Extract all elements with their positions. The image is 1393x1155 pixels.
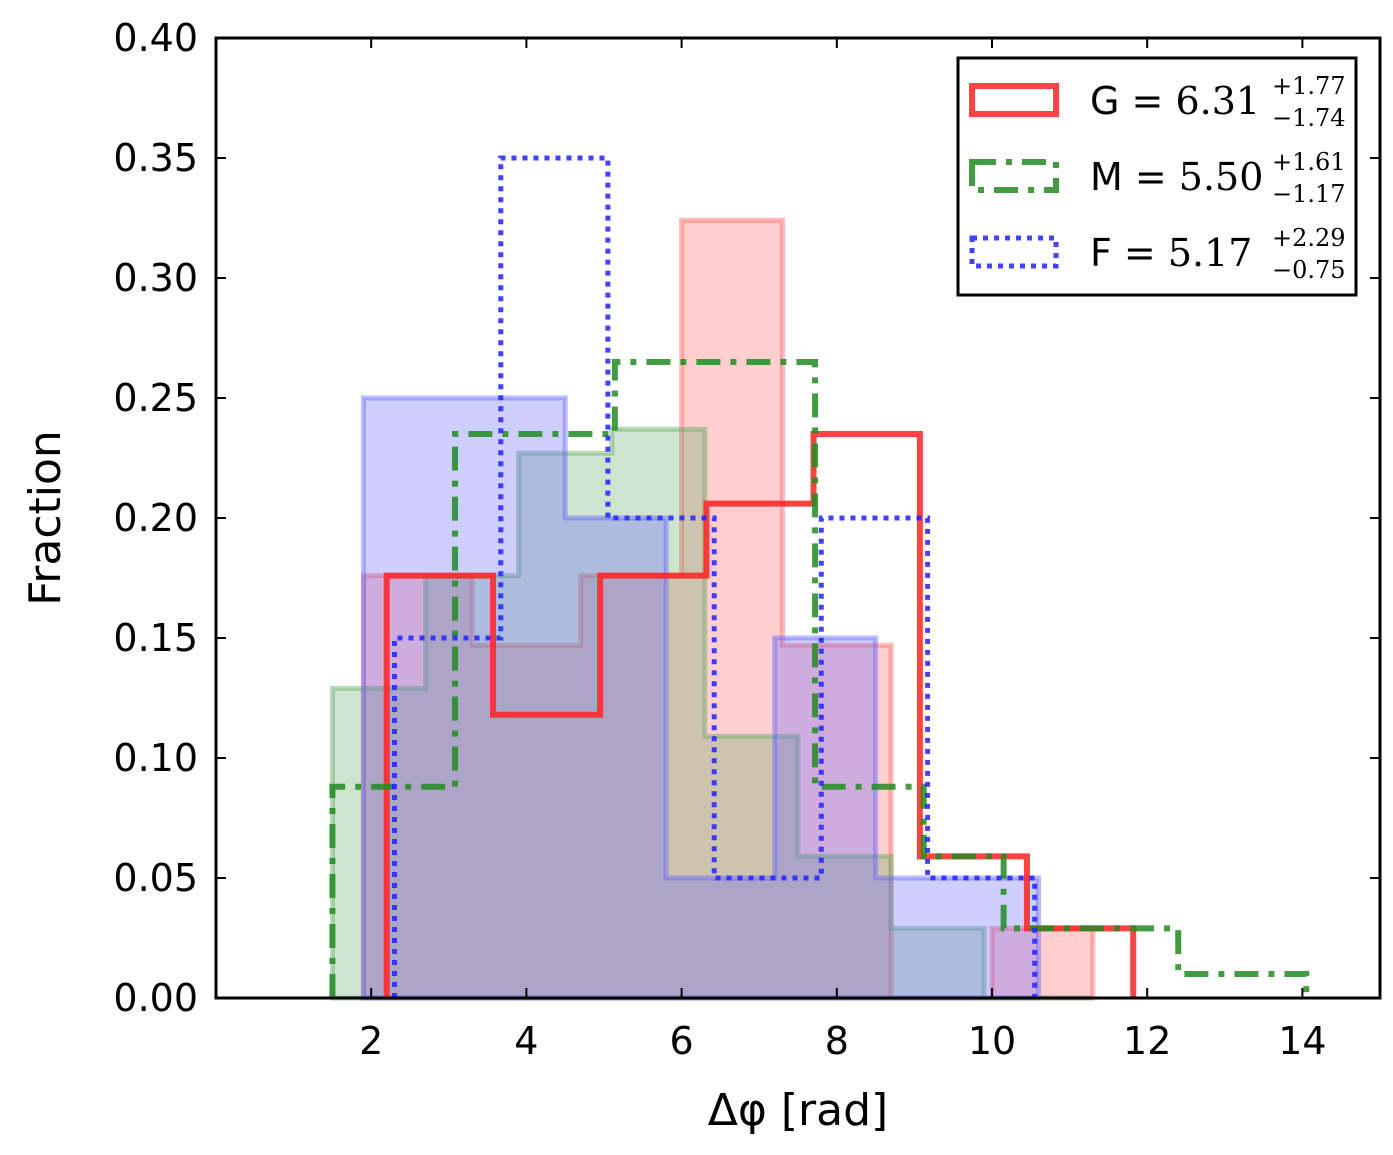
- legend-swatch-f: [969, 235, 1059, 269]
- x-axis-label: Δφ [rad]: [708, 1085, 888, 1136]
- m-filled-filled-histogram: [329, 426, 1093, 1001]
- y-tick-label: 0.25: [113, 376, 198, 420]
- axis-ticks: [216, 37, 1380, 999]
- series-f-step: [391, 155, 1038, 998]
- y-tick-label: 0.15: [113, 616, 198, 660]
- x-tick-label: 10: [968, 1019, 1016, 1063]
- legend-label-f: F = 5.17: [1090, 231, 1252, 275]
- legend-median: 5.17: [1168, 231, 1253, 275]
- x-tick-label: 4: [514, 1019, 538, 1063]
- legend: G = 6.31 +1.77 −1.74 M = 5.50 +1.61 −1.17 F = …: [956, 56, 1358, 297]
- y-tick-label: 0.00: [113, 976, 198, 1020]
- legend-median: 5.50: [1179, 155, 1264, 199]
- y-tick-label: 0.35: [113, 136, 198, 180]
- legend-label-m: M = 5.50: [1090, 155, 1263, 199]
- y-tick-label: 0.20: [113, 496, 198, 540]
- y-tick-label: 0.10: [113, 736, 198, 780]
- legend-swatch-m: [969, 159, 1059, 193]
- step-histograms: [329, 155, 1310, 998]
- legend-err-minus: −1.74: [1272, 104, 1346, 132]
- y-tick-labels: 0.00 0.05 0.10 0.15 0.20 0.25 0.30 0.35 0.40: [113, 16, 198, 1020]
- legend-err-plus: +1.61: [1272, 148, 1346, 176]
- filled-histograms: [329, 217, 1096, 1001]
- x-tick-label: 2: [359, 1019, 383, 1063]
- y-axis-label: Fraction: [20, 430, 71, 606]
- legend-err-plus: +2.29: [1272, 224, 1346, 252]
- y-tick-label: 0.40: [113, 16, 198, 60]
- x-tick-label: 8: [825, 1019, 849, 1063]
- y-tick-label: 0.05: [113, 856, 198, 900]
- legend-median: 6.31: [1175, 79, 1260, 123]
- x-tick-label: 12: [1123, 1019, 1171, 1063]
- x-tick-labels: 2 4 6 8 10 12 14: [359, 1019, 1326, 1063]
- legend-label-g: G = 6.31: [1090, 79, 1260, 123]
- legend-err-plus: +1.77: [1272, 72, 1346, 100]
- legend-box: [956, 56, 1358, 297]
- legend-err-minus: −0.75: [1272, 256, 1346, 284]
- legend-swatch-g: [969, 83, 1059, 117]
- x-tick-label: 14: [1278, 1019, 1326, 1063]
- series-g-step: [383, 431, 1137, 998]
- legend-err-minus: −1.17: [1272, 180, 1346, 208]
- y-tick-label: 0.30: [113, 256, 198, 300]
- x-tick-label: 6: [670, 1019, 694, 1063]
